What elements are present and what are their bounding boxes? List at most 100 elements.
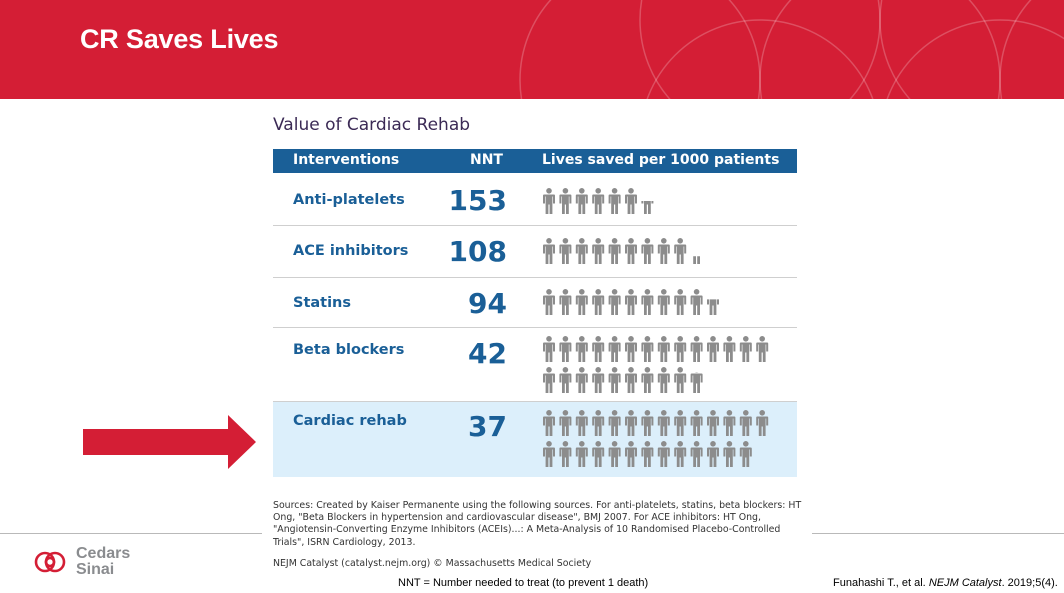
nnt-value: 37 — [468, 410, 507, 443]
person-icon — [641, 410, 654, 436]
people-icons — [543, 238, 700, 264]
person-icon — [559, 289, 572, 315]
person-icon — [592, 289, 605, 315]
person-icon — [756, 410, 769, 436]
person-icon — [592, 188, 605, 214]
person-icon — [625, 441, 637, 467]
person-icon — [657, 441, 670, 467]
people-icons — [543, 188, 654, 214]
person-icon — [543, 410, 555, 436]
person-icon — [739, 441, 752, 467]
nnt-footnote: NNT = Number needed to treat (to prevent… — [398, 577, 649, 589]
person-icon — [592, 336, 605, 362]
nnt-value: 42 — [468, 337, 507, 370]
person-icon — [723, 410, 736, 436]
intervention-name: Anti-platelets — [293, 192, 405, 208]
person-icon — [641, 238, 654, 264]
citation-journal: NEJM Catalyst — [928, 577, 1002, 589]
person-icon — [608, 238, 621, 264]
person-icon — [674, 441, 687, 467]
nnt-value: 108 — [448, 235, 507, 268]
person-icon — [559, 188, 572, 214]
nnt-value: 153 — [448, 184, 507, 217]
person-icon — [543, 336, 555, 362]
person-icon — [674, 410, 687, 436]
person-icon — [575, 441, 588, 467]
person-icon — [690, 410, 703, 436]
intervention-name: Cardiac rehab — [293, 413, 407, 429]
sources-text: Sources: Created by Kaiser Permanente us… — [273, 500, 802, 548]
person-icon — [543, 188, 555, 214]
person-icon — [608, 410, 621, 436]
intervention-name: Statins — [293, 295, 352, 311]
person-icon — [575, 238, 588, 264]
person-icon — [543, 367, 555, 393]
table-row: ACE inhibitors 108 — [273, 226, 797, 277]
person-icon — [707, 410, 719, 436]
cedars-sinai-logo-icon — [34, 551, 66, 573]
person-icon — [690, 372, 703, 393]
logo-line-2: Sinai — [76, 561, 115, 578]
person-icon — [559, 441, 572, 467]
person-icon — [592, 367, 605, 393]
person-icon — [543, 441, 555, 467]
citation-details: . 2019;5(4). — [1001, 577, 1058, 589]
row-divider — [273, 225, 797, 226]
person-icon — [543, 289, 555, 315]
table-title: Value of Cardiac Rehab — [273, 115, 471, 135]
person-icon — [739, 410, 752, 436]
person-icon — [608, 367, 621, 393]
person-icon — [674, 367, 687, 393]
person-icon — [707, 441, 719, 467]
person-icon — [657, 410, 670, 436]
person-icon — [559, 336, 572, 362]
row-divider — [273, 327, 797, 328]
person-icon — [608, 336, 621, 362]
person-icon — [575, 367, 588, 393]
person-icon — [608, 441, 621, 467]
header-nnt: NNT — [470, 152, 503, 168]
person-icon — [690, 441, 703, 467]
nnt-value: 94 — [468, 287, 507, 320]
banner-pattern — [519, 0, 1064, 99]
person-icon — [674, 289, 687, 315]
person-icon — [608, 188, 621, 214]
people-icons — [543, 289, 719, 315]
person-icon — [543, 238, 555, 264]
header-interventions: Interventions — [293, 152, 400, 168]
people-icons — [543, 336, 769, 393]
person-icon — [625, 188, 637, 214]
people-icons — [543, 410, 769, 467]
header-lives-saved: Lives saved per 1000 patients — [542, 152, 780, 168]
person-icon — [575, 410, 588, 436]
person-icon — [625, 289, 637, 315]
person-icon — [625, 367, 637, 393]
person-icon — [693, 256, 700, 264]
divider-left — [0, 533, 262, 534]
person-icon — [625, 410, 637, 436]
slide-title: CR Saves Lives — [80, 24, 279, 54]
person-icon — [756, 336, 769, 362]
person-icon — [739, 336, 752, 362]
table-row-highlighted: Cardiac rehab 37 — [273, 402, 797, 477]
person-icon — [592, 441, 605, 467]
intervention-name: ACE inhibitors — [293, 243, 409, 259]
person-icon — [723, 441, 736, 467]
person-icon — [674, 238, 687, 264]
person-icon — [608, 289, 621, 315]
person-icon — [592, 410, 605, 436]
person-icon — [690, 289, 703, 315]
intervention-name: Beta blockers — [293, 342, 405, 358]
table-header: Interventions NNT Lives saved per 1000 p… — [273, 149, 797, 173]
person-icon — [641, 441, 654, 467]
person-icon — [707, 336, 719, 362]
person-icon — [641, 336, 654, 362]
person-icon — [657, 367, 670, 393]
row-divider — [273, 401, 797, 402]
person-icon — [559, 367, 572, 393]
person-icon — [592, 238, 605, 264]
person-icon — [723, 336, 736, 362]
person-icon — [690, 336, 703, 362]
person-icon — [674, 336, 687, 362]
person-icon — [559, 410, 572, 436]
